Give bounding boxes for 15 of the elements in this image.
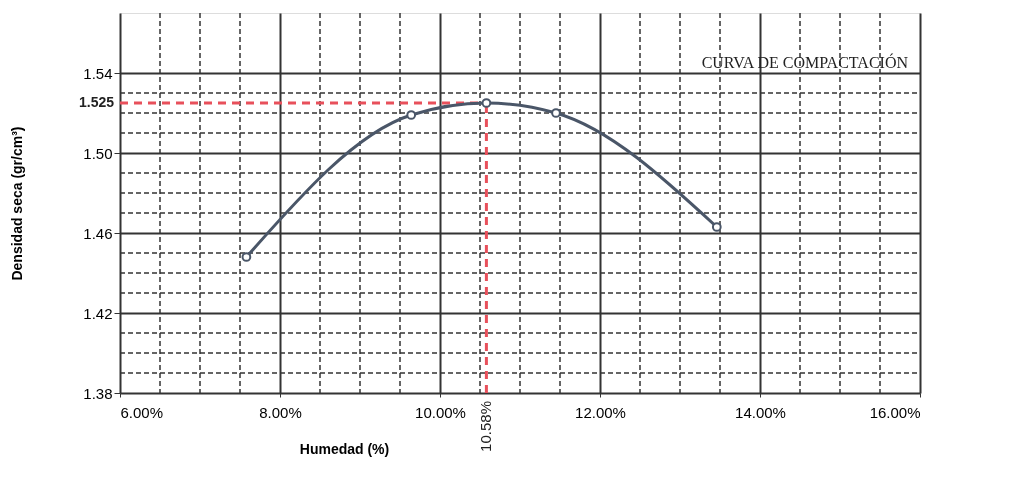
- y-axis-title: Densidad seca (gr/cm³): [9, 126, 26, 281]
- x-tick-label: 10.00%: [415, 403, 466, 421]
- ref-line-label: 1.525: [78, 94, 115, 110]
- x-axis-title: Humedad (%): [299, 440, 390, 457]
- y-tick-label: 1.46: [83, 224, 113, 242]
- y-tick-label: 1.54: [83, 64, 113, 82]
- x-tick-label: 14.00%: [735, 403, 786, 421]
- x-tick-label: 16.00%: [869, 403, 921, 421]
- x-tick-label: 6.00%: [120, 403, 164, 421]
- ref-line-label: 10.58%: [477, 401, 495, 452]
- y-tick-label: 1.38: [83, 384, 113, 402]
- y-tick-label: 1.42: [83, 304, 113, 322]
- y-tick-label: 1.50: [83, 144, 113, 162]
- x-tick-label: 8.00%: [259, 403, 302, 421]
- x-tick-label: 12.00%: [575, 403, 626, 421]
